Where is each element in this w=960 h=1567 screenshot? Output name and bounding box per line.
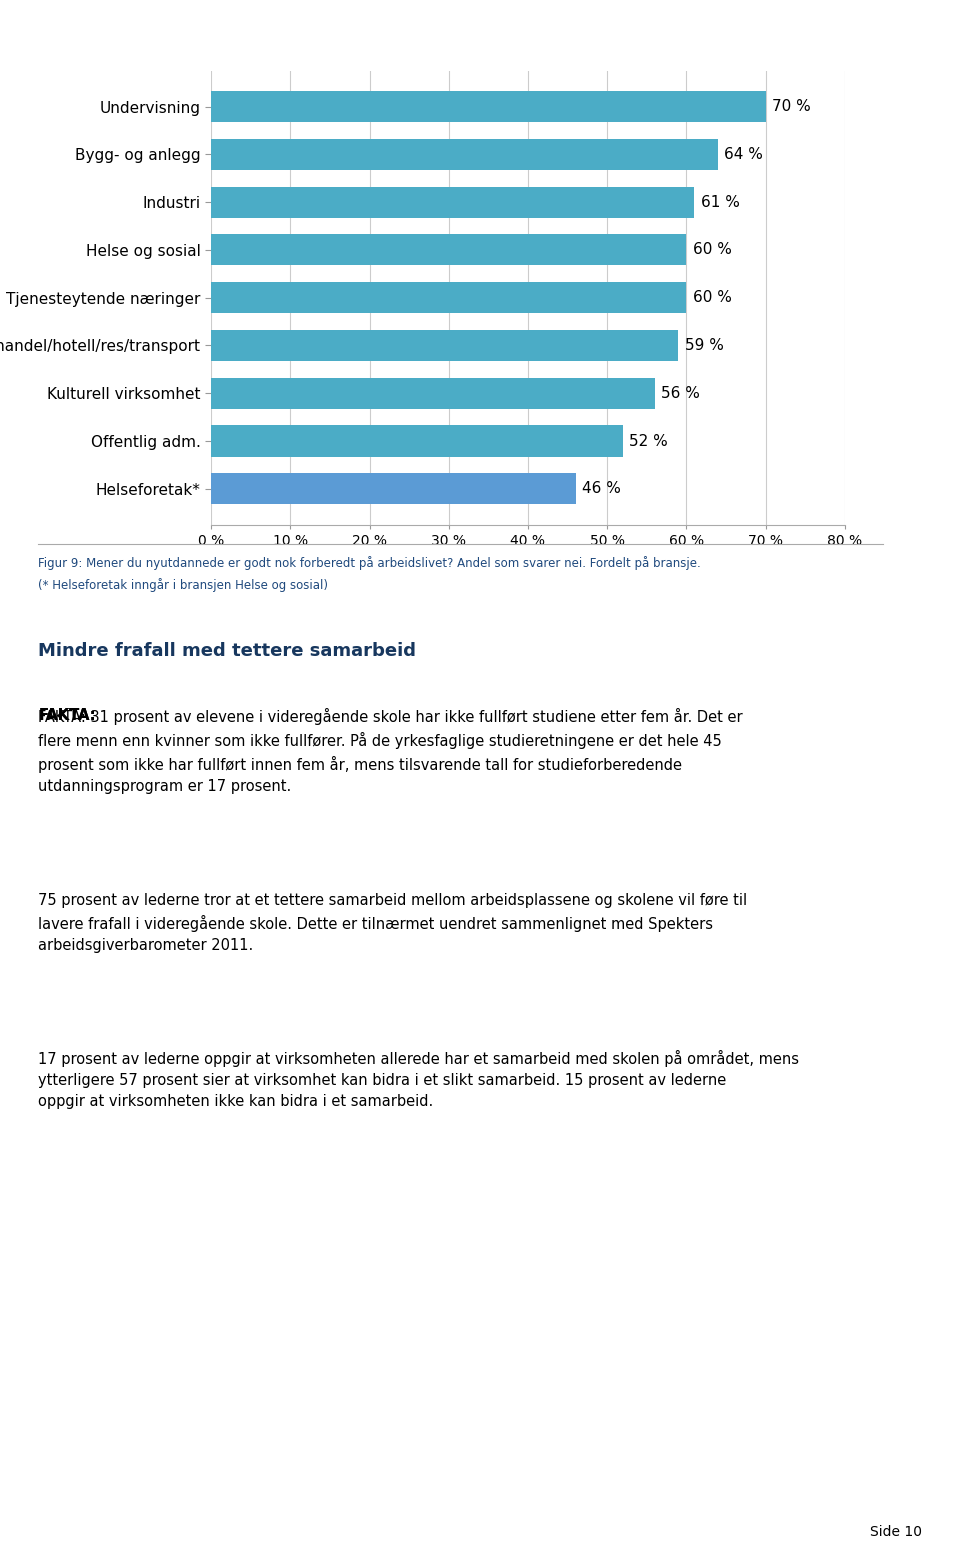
Text: 59 %: 59 %	[684, 338, 724, 353]
Text: 56 %: 56 %	[661, 385, 700, 401]
Text: 60 %: 60 %	[693, 243, 732, 257]
Text: FAKTA:: FAKTA:	[38, 708, 96, 724]
Bar	[211, 282, 686, 313]
Text: Figur 9: Mener du nyutdannede er godt nok forberedt på arbeidslivet? Andel som s: Figur 9: Mener du nyutdannede er godt no…	[38, 556, 701, 570]
Text: 64 %: 64 %	[725, 147, 763, 161]
Text: 70 %: 70 %	[772, 99, 810, 114]
Text: 46 %: 46 %	[582, 481, 621, 497]
Text: 52 %: 52 %	[630, 434, 668, 448]
Text: 60 %: 60 %	[693, 290, 732, 306]
Text: Mindre frafall med tettere samarbeid: Mindre frafall med tettere samarbeid	[38, 642, 417, 660]
Bar	[211, 139, 718, 169]
Bar	[211, 91, 765, 122]
Text: 61 %: 61 %	[701, 194, 739, 210]
Text: FAKTA:: FAKTA:	[38, 708, 96, 724]
Text: (* Helseforetak inngår i bransjen Helse og sosial): (* Helseforetak inngår i bransjen Helse …	[38, 578, 328, 592]
Bar	[211, 235, 686, 265]
Bar	[211, 186, 694, 218]
Text: Side 10: Side 10	[870, 1525, 922, 1539]
Text: FAKTA: 31 prosent av elevene i videregående skole har ikke fullført studiene ett: FAKTA: 31 prosent av elevene i videregåe…	[38, 708, 743, 794]
Bar	[211, 426, 623, 456]
Bar	[211, 473, 575, 505]
Text: 75 prosent av lederne tror at et tettere samarbeid mellom arbeidsplassene og sko: 75 prosent av lederne tror at et tettere…	[38, 893, 748, 953]
Text: 17 prosent av lederne oppgir at virksomheten allerede har et samarbeid med skole: 17 prosent av lederne oppgir at virksomh…	[38, 1050, 800, 1109]
Bar	[211, 378, 655, 409]
Bar	[211, 331, 679, 360]
